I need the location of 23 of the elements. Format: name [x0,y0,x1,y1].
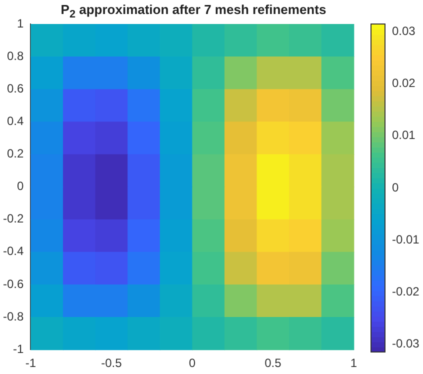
color-bar-label: 0 [392,180,399,194]
x-tick-label: 0 [188,356,196,370]
y-tick-label: 1 [16,16,24,30]
y-tick-label: -0.6 [2,276,24,291]
y-tick-label: -0.8 [2,309,24,324]
color-bar-label: -0.02 [392,284,420,298]
y-tick-label: 0.4 [6,114,24,128]
color-bar-label: -0.03 [392,336,420,351]
y-tick-label: 0.8 [6,48,24,63]
x-tick-label: -0.5 [101,356,122,370]
x-tick-label: 0.5 [264,356,282,370]
y-tick-label: 0.6 [6,81,24,96]
chart-title: P$_{2}$ approximation after 7 mesh refinements [60,2,328,21]
color-bar-label: 0.02 [392,76,416,90]
y-tick-label: 0.2 [6,146,24,161]
color-bar-label: 0.01 [392,128,416,142]
y-tick-label: -0.2 [2,212,24,226]
color-bar-label: -0.01 [392,232,420,246]
y-tick-label: -0.4 [2,244,24,258]
y-tick-label: 0 [16,179,24,194]
y-tick-label: -1 [13,342,24,356]
x-tick-label: 1 [350,356,358,370]
color-bar-label: 0.03 [392,24,416,38]
